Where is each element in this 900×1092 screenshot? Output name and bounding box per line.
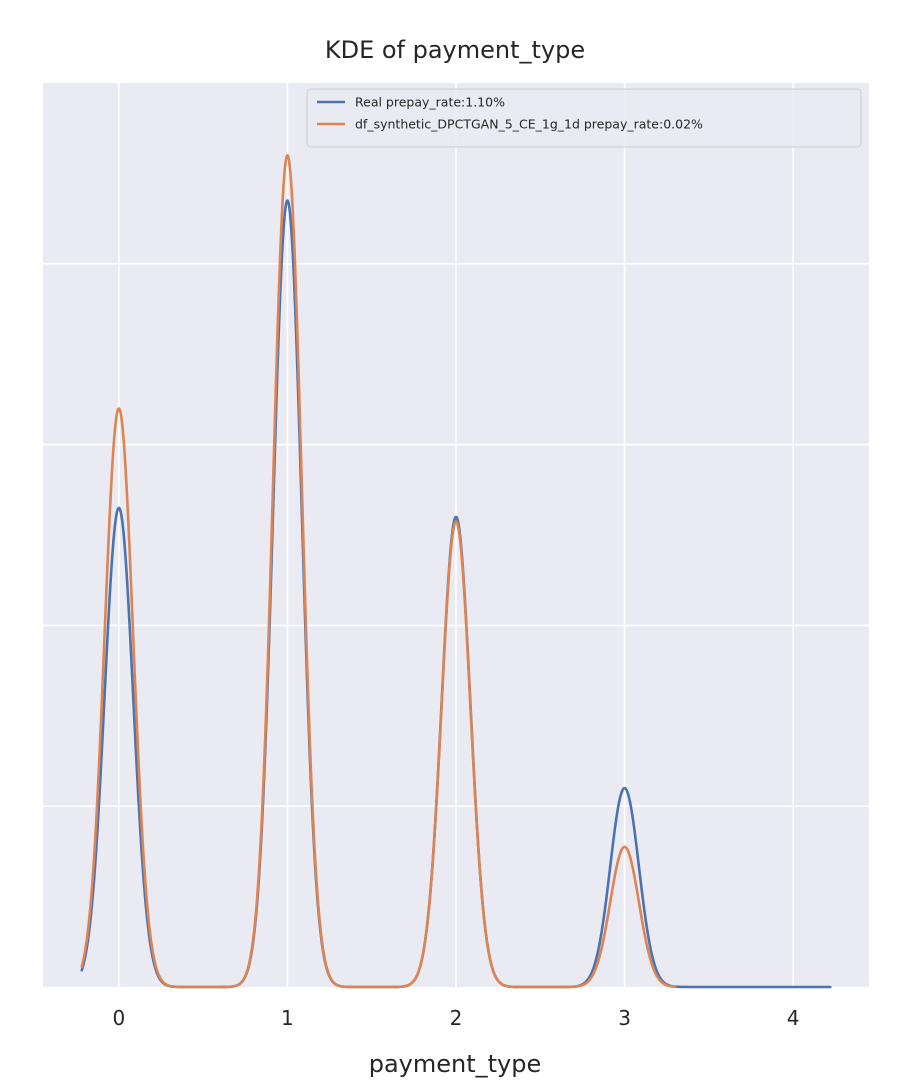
x-axis-label: payment_type [369, 1050, 542, 1078]
x-tick-label: 2 [450, 1006, 463, 1030]
chart-title: KDE of payment_type [325, 36, 585, 64]
gridlines [43, 83, 869, 987]
series-line-2 [80, 154, 677, 989]
x-axis-ticks: 0 1 2 3 4 [112, 1006, 799, 1030]
x-tick-label: 4 [787, 1006, 800, 1030]
legend-label: df_synthetic_DPCTGAN_5_CE_1g_1d prepay_r… [355, 117, 703, 132]
series-layer [80, 154, 832, 989]
legend-label: Real prepay_rate:1.10% [355, 95, 505, 110]
x-tick-label: 3 [618, 1006, 631, 1030]
x-tick-label: 1 [281, 1006, 294, 1030]
x-tick-label: 0 [112, 1006, 125, 1030]
legend-box [306, 88, 862, 148]
legend: Real prepay_rate:1.10% df_synthetic_DPCTG… [306, 88, 862, 148]
